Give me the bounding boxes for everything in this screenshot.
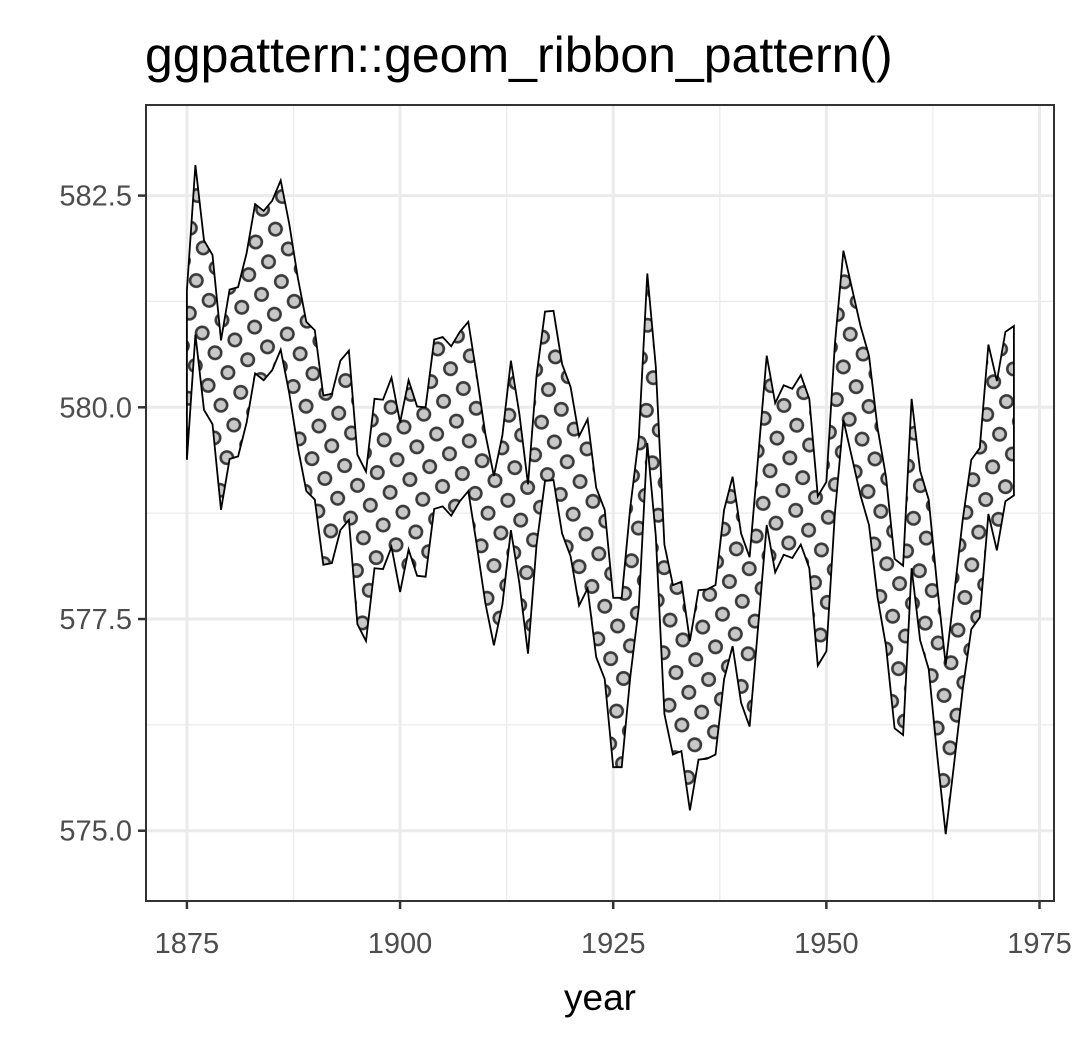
y-axis: 575.0 577.5 580.0 582.5 bbox=[59, 181, 146, 848]
x-tick-label: 1875 bbox=[155, 928, 220, 960]
x-tick-label: 1975 bbox=[1007, 928, 1072, 960]
panel-border bbox=[145, 104, 1055, 902]
y-tick-label: 580.0 bbox=[59, 392, 132, 424]
plot-panel bbox=[145, 104, 1055, 902]
chart-title: ggpattern::geom_ribbon_pattern() bbox=[145, 27, 893, 83]
x-axis: 1875 1900 1925 1950 1975 bbox=[155, 901, 1072, 960]
y-tick-label: 582.5 bbox=[59, 181, 132, 213]
x-axis-title: year bbox=[564, 977, 636, 1018]
y-tick-label: 577.5 bbox=[59, 604, 132, 636]
ribbon-outline bbox=[186, 164, 1015, 835]
x-tick-label: 1925 bbox=[581, 928, 646, 960]
ribbon-layer bbox=[186, 164, 1015, 835]
y-tick-label: 575.0 bbox=[59, 816, 132, 848]
x-tick-label: 1950 bbox=[794, 928, 859, 960]
x-tick-label: 1900 bbox=[368, 928, 433, 960]
